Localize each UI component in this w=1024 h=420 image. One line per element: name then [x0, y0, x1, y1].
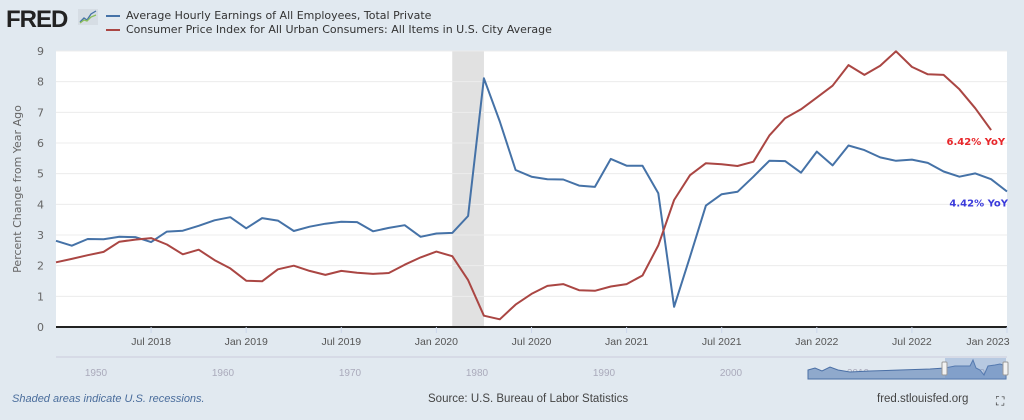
y-tick-label: 7: [37, 106, 44, 119]
navigator-decade-label: 1990: [593, 368, 616, 379]
series-line-cpi: [55, 50, 992, 321]
y-tick-label: 8: [37, 76, 44, 89]
navigator-decade-label: 2000: [720, 368, 743, 379]
y-tick-label: 6: [37, 137, 44, 150]
legend-label: Average Hourly Earnings of All Employees…: [126, 9, 432, 22]
navigator-decade-label: 1980: [466, 368, 489, 379]
navigator-left-handle[interactable]: [941, 361, 948, 376]
x-tick-label: Jul 2021: [702, 336, 742, 348]
y-tick-label: 9: [37, 45, 44, 58]
x-tick-label: Jan 2019: [225, 336, 268, 348]
y-tick-label: 5: [37, 168, 44, 181]
navigator-decade-label: 1970: [339, 368, 362, 379]
x-tick-label: Jul 2022: [892, 336, 932, 348]
fullscreen-icon[interactable]: ⛶: [996, 394, 1005, 408]
x-tick-label: Jan 2022: [795, 336, 838, 348]
plot-area: [56, 51, 1007, 327]
legend-swatch-blue: [106, 14, 120, 17]
navigator-decade-label: 1960: [212, 368, 235, 379]
fred-logo[interactable]: FRED: [6, 6, 68, 33]
y-tick-label: 0: [37, 321, 44, 334]
legend-item-cpi[interactable]: Consumer Price Index for All Urban Consu…: [106, 23, 552, 36]
end-value-label: 4.42% YoY: [949, 198, 1008, 209]
x-tick-label: Jan 2020: [415, 336, 458, 348]
recession-shading: [452, 51, 484, 327]
recession-note: Shaded areas indicate U.S. recessions.: [12, 393, 205, 405]
navigator-selection[interactable]: [945, 358, 1006, 379]
legend-item-earnings[interactable]: Average Hourly Earnings of All Employees…: [106, 9, 431, 22]
y-tick-label: 1: [37, 290, 44, 303]
navigator-decade-label: 1950: [85, 368, 108, 379]
source-text: Source: U.S. Bureau of Labor Statistics: [428, 393, 629, 405]
navigator-mini-series: [807, 358, 1007, 380]
x-tick-label: Jul 2018: [131, 336, 171, 348]
y-tick-label: 3: [37, 229, 44, 242]
series-line-earnings: [55, 77, 1008, 308]
x-tick-label: Jan 2023: [966, 336, 1009, 348]
legend-label: Consumer Price Index for All Urban Consu…: [126, 23, 552, 36]
end-value-label: 6.42% YoY: [947, 137, 1006, 148]
fred-graph-icon: [78, 9, 98, 25]
fred-site-link[interactable]: fred.stlouisfed.org: [877, 393, 969, 405]
x-tick-label: Jan 2021: [605, 336, 648, 348]
y-axis-label: Percent Change from Year Ago: [11, 105, 24, 273]
x-tick-label: Jul 2020: [512, 336, 552, 348]
x-tick-label: Jul 2019: [321, 336, 361, 348]
y-tick-label: 4: [37, 198, 44, 211]
y-tick-label: 2: [37, 260, 44, 273]
navigator-right-handle[interactable]: [1002, 361, 1009, 376]
legend-swatch-red: [106, 28, 120, 31]
